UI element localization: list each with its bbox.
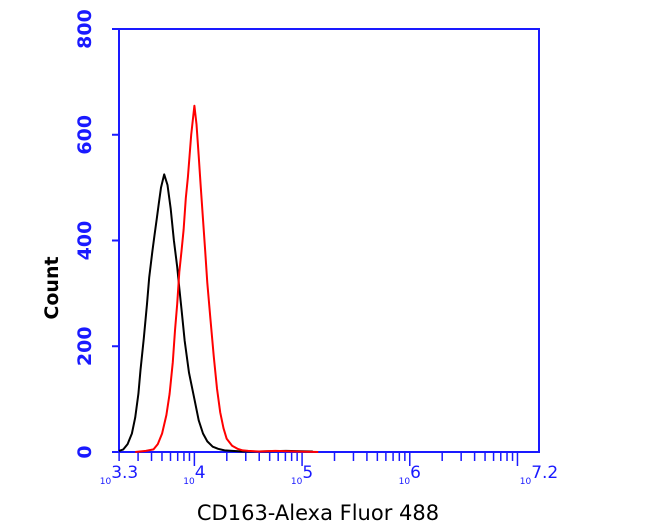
x-axis-label: CD163-Alexa Fluor 488	[197, 501, 439, 525]
y-axis-label: Count	[41, 256, 63, 319]
x-tick-label: 103.3	[100, 463, 139, 487]
x-tick-label: 107.2	[520, 463, 559, 487]
x-tick-label: 105	[291, 463, 313, 487]
series-line-2	[135, 104, 319, 453]
x-axis: 103.3 104 105 106 107.2	[100, 452, 559, 487]
series-line-1	[118, 173, 313, 453]
x-tick-label: 106	[399, 463, 421, 487]
y-tick-label: 600	[74, 115, 96, 155]
y-tick-label: 800	[74, 9, 96, 49]
y-axis: 0 200 400 600 800	[74, 9, 119, 459]
y-tick-label: 200	[74, 326, 96, 366]
series-layer	[118, 104, 319, 453]
y-tick-label: 400	[74, 221, 96, 261]
x-tick-label: 104	[183, 463, 205, 487]
y-tick-label: 0	[74, 445, 96, 458]
